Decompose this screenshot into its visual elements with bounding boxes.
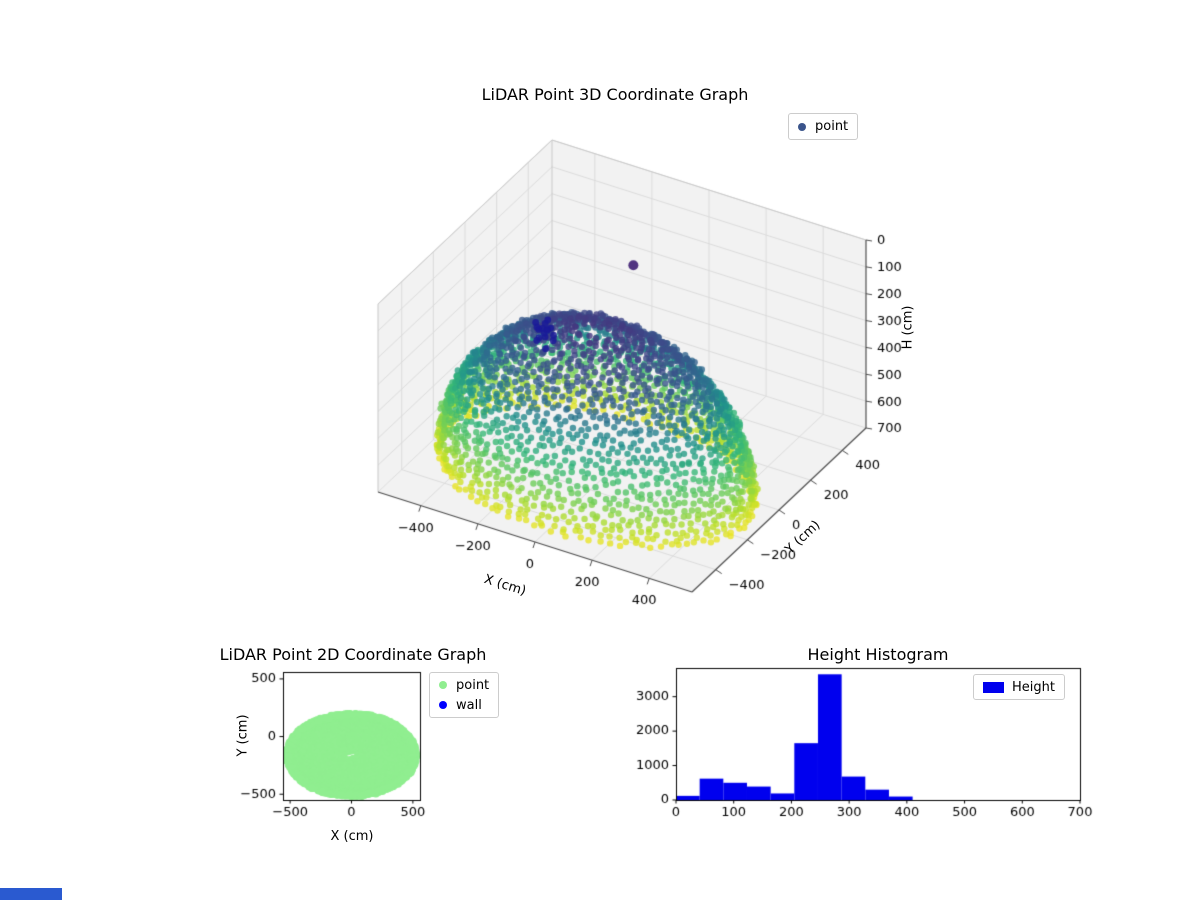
taskbar-fragment[interactable] [0,888,62,900]
plot3d-legend-row: point [789,114,857,139]
plot2d-legend-row-wall: wall [430,695,498,715]
plot2d-legend-wall-label: wall [456,697,482,713]
plot2d-x-axis-label: X (cm) [330,829,374,844]
histogram-legend-patch-icon [983,681,1004,693]
plot2d-legend-row-point: point [430,675,498,695]
plot3d-h-axis-label: H (cm) [900,305,916,350]
plot2d-legend: point wall [429,672,500,718]
plot2d-legend-point-label: point [456,677,490,693]
plot3d-legend: point [788,113,859,140]
plot2d-legend-wall-marker-icon [439,701,447,709]
plot2d-y-axis-label: Y (cm) [235,714,251,757]
histogram-legend-row: Height [974,675,1064,699]
histogram-title: Height Histogram [807,645,949,664]
histogram-legend: Height [973,674,1065,700]
plot3d-legend-label: point [815,119,849,134]
plot2d-legend-point-marker-icon [439,681,447,689]
plot3d-title: LiDAR Point 3D Coordinate Graph [481,85,749,104]
plot3d-legend-marker-icon [798,122,806,131]
histogram-legend-label: Height [1012,679,1055,695]
plot2d-title: LiDAR Point 2D Coordinate Graph [219,645,487,664]
